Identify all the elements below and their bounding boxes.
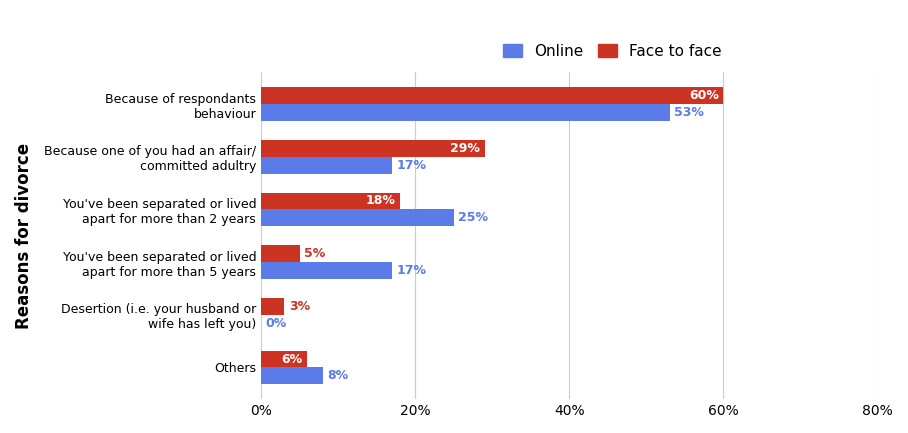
Bar — [262, 262, 392, 279]
Bar — [262, 351, 307, 368]
Bar — [262, 87, 724, 104]
Bar — [262, 245, 300, 262]
Bar — [262, 210, 454, 226]
Text: 3%: 3% — [289, 300, 310, 313]
Text: 60%: 60% — [689, 89, 719, 102]
Legend: Online, Face to face: Online, Face to face — [498, 38, 727, 65]
Bar — [262, 104, 669, 121]
Text: 17%: 17% — [397, 264, 427, 277]
Text: 53%: 53% — [674, 106, 704, 119]
Text: 25%: 25% — [459, 211, 489, 224]
Text: 6%: 6% — [281, 352, 302, 365]
Text: 29%: 29% — [450, 142, 480, 155]
Text: 0%: 0% — [266, 317, 287, 330]
Text: 5%: 5% — [304, 247, 325, 260]
Text: 17%: 17% — [397, 158, 427, 171]
Bar — [262, 368, 322, 384]
Bar — [262, 298, 284, 315]
Text: 8%: 8% — [328, 369, 349, 382]
Y-axis label: Reasons for divorce: Reasons for divorce — [15, 143, 33, 329]
Bar — [262, 193, 400, 210]
Bar — [262, 140, 485, 157]
Text: 18%: 18% — [365, 194, 395, 207]
Bar — [262, 157, 392, 174]
